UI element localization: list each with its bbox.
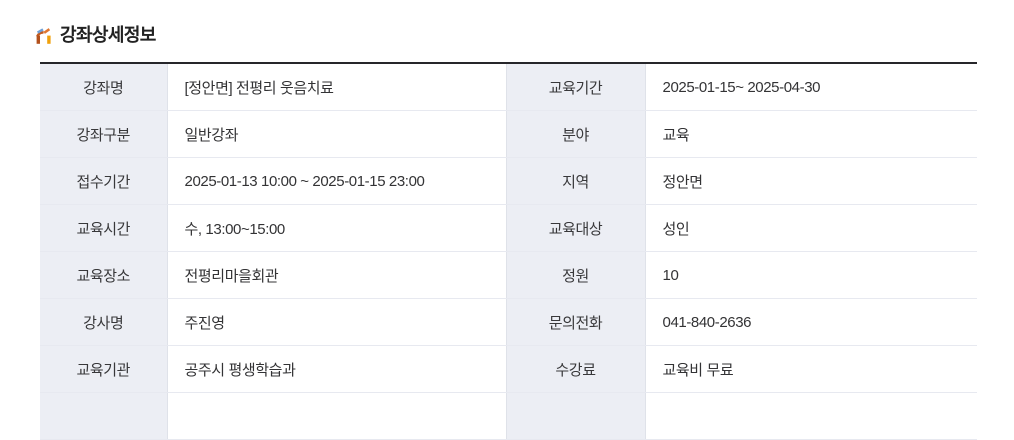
field-value <box>167 392 506 440</box>
field-label: 강좌구분 <box>40 110 168 158</box>
field-label <box>40 392 168 440</box>
course-detail-table: 강좌명 [정안면] 전평리 웃음치료 교육기간 2025-01-15~ 2025… <box>40 62 977 440</box>
field-value: 주진영 <box>167 298 506 346</box>
field-value: 교육 <box>645 110 977 158</box>
table-row: 강좌구분 일반강좌 분야 교육 <box>40 110 977 158</box>
field-value: 전평리마을회관 <box>167 251 506 299</box>
table-row: 교육장소 전평리마을회관 정원 10 <box>40 251 977 299</box>
field-label <box>505 392 646 440</box>
field-label: 교육장소 <box>40 251 168 299</box>
course-detail-partial <box>40 392 977 440</box>
field-label: 지역 <box>505 157 646 205</box>
field-label: 강사명 <box>40 298 168 346</box>
table-row: 교육기관 공주시 평생학습과 수강료 교육비 무료 <box>40 345 977 393</box>
gate-logo-icon <box>35 27 53 45</box>
field-value: 교육비 무료 <box>645 345 977 393</box>
field-label: 수강료 <box>505 345 646 393</box>
page-title: 강좌상세정보 <box>60 25 156 45</box>
table-row: 강좌명 [정안면] 전평리 웃음치료 교육기간 2025-01-15~ 2025… <box>40 63 977 111</box>
field-label: 교육기관 <box>40 345 168 393</box>
field-label: 교육대상 <box>505 204 646 252</box>
field-value: 041-840-2636 <box>645 298 977 346</box>
field-label: 접수기간 <box>40 157 168 205</box>
field-value: 10 <box>645 251 977 299</box>
table-row-partial <box>40 392 977 440</box>
field-label: 교육기간 <box>505 63 646 111</box>
field-label: 강좌명 <box>40 63 168 111</box>
field-label: 교육시간 <box>40 204 168 252</box>
field-value: 공주시 평생학습과 <box>167 345 506 393</box>
field-value: 2025-01-15~ 2025-04-30 <box>645 63 977 111</box>
table-row: 강사명 주진영 문의전화 041-840-2636 <box>40 298 977 346</box>
field-label: 정원 <box>505 251 646 299</box>
table-row: 교육시간 수, 13:00~15:00 교육대상 성인 <box>40 204 977 252</box>
page-header: 강좌상세정보 <box>35 23 1014 48</box>
field-value: 2025-01-13 10:00 ~ 2025-01-15 23:00 <box>167 157 506 205</box>
field-value: [정안면] 전평리 웃음치료 <box>167 63 506 111</box>
field-value: 정안면 <box>645 157 977 205</box>
field-value: 일반강좌 <box>167 110 506 158</box>
field-label: 문의전화 <box>505 298 646 346</box>
field-value: 수, 13:00~15:00 <box>167 204 506 252</box>
course-detail-page: 강좌상세정보 강좌명 [정안면] 전평리 웃음치료 교육기간 2025-01-1… <box>0 23 1014 440</box>
course-detail-rows: 강좌명 [정안면] 전평리 웃음치료 교육기간 2025-01-15~ 2025… <box>40 63 977 393</box>
field-value: 성인 <box>645 204 977 252</box>
field-value <box>645 392 977 440</box>
table-row: 접수기간 2025-01-13 10:00 ~ 2025-01-15 23:00… <box>40 157 977 205</box>
field-label: 분야 <box>505 110 646 158</box>
